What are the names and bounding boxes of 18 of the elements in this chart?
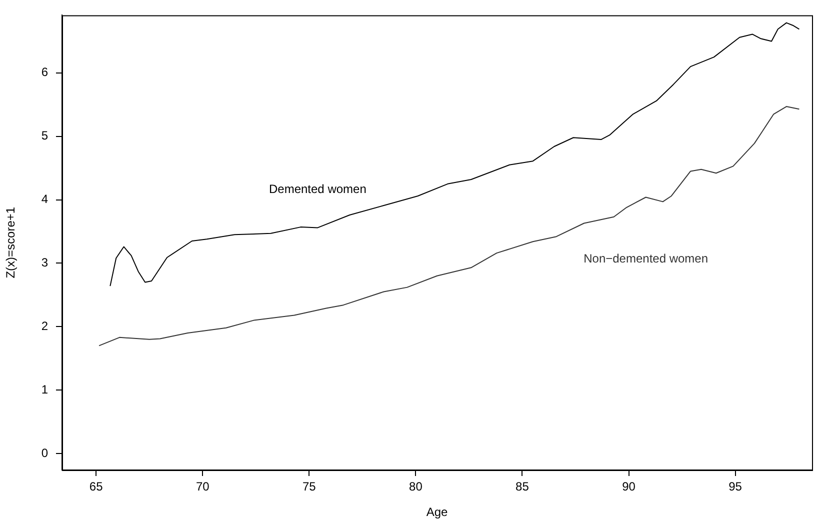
text: Non−demented women <box>584 252 708 266</box>
x-tick-label: 90 <box>622 480 636 494</box>
y-tick-label: 0 <box>41 446 48 460</box>
x-tick-label: 95 <box>728 480 742 494</box>
y-tick-label: 6 <box>41 65 48 80</box>
x-tick-label: 65 <box>89 480 104 494</box>
x-tick-label: 70 <box>196 480 210 494</box>
x-axis-title: Age <box>426 505 448 520</box>
y-tick-label: 5 <box>41 128 48 143</box>
x-tick-label: 80 <box>409 480 423 494</box>
y-tick-label: 4 <box>41 192 48 206</box>
y-axis-title: Z(x)=score+1 <box>4 206 18 278</box>
x-tick-label: 85 <box>516 480 530 494</box>
y-tick-label: 3 <box>41 256 48 270</box>
x-tick-label: 75 <box>302 480 316 494</box>
y-tick-label: 1 <box>41 382 48 396</box>
series-label: Demented women <box>268 182 366 196</box>
y-tick-label: 2 <box>41 318 48 333</box>
